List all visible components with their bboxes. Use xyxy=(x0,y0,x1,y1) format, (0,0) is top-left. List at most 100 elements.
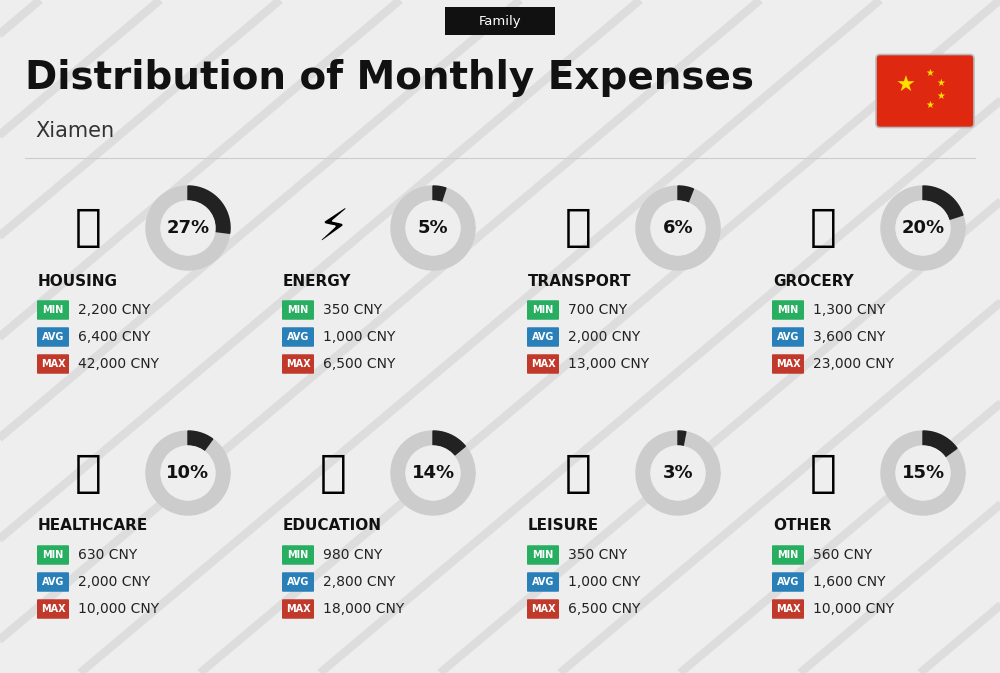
Circle shape xyxy=(161,201,215,255)
FancyBboxPatch shape xyxy=(527,354,559,374)
FancyBboxPatch shape xyxy=(527,327,559,347)
Text: 2,000 CNY: 2,000 CNY xyxy=(78,575,150,589)
Circle shape xyxy=(406,446,460,500)
Text: 15%: 15% xyxy=(901,464,945,482)
Text: 700 CNY: 700 CNY xyxy=(568,303,627,317)
Text: MIN: MIN xyxy=(532,550,554,560)
Polygon shape xyxy=(923,186,963,219)
FancyBboxPatch shape xyxy=(527,572,559,592)
Polygon shape xyxy=(433,186,446,201)
FancyBboxPatch shape xyxy=(282,545,314,565)
Text: 20%: 20% xyxy=(901,219,945,237)
Text: 6,500 CNY: 6,500 CNY xyxy=(568,602,640,616)
Text: 42,000 CNY: 42,000 CNY xyxy=(78,357,159,371)
FancyBboxPatch shape xyxy=(772,327,804,347)
Text: MAX: MAX xyxy=(531,359,555,369)
Text: 1,300 CNY: 1,300 CNY xyxy=(813,303,885,317)
Text: ★: ★ xyxy=(937,77,946,87)
Text: HOUSING: HOUSING xyxy=(38,273,118,289)
FancyBboxPatch shape xyxy=(37,327,69,347)
Text: 10,000 CNY: 10,000 CNY xyxy=(813,602,894,616)
Text: AVG: AVG xyxy=(532,332,554,342)
Text: 🛒: 🛒 xyxy=(810,207,836,250)
Polygon shape xyxy=(188,186,230,234)
Text: MAX: MAX xyxy=(776,604,800,614)
Circle shape xyxy=(651,446,705,500)
Text: 2,000 CNY: 2,000 CNY xyxy=(568,330,640,344)
Text: MIN: MIN xyxy=(777,550,799,560)
Text: 1,000 CNY: 1,000 CNY xyxy=(323,330,395,344)
Text: 27%: 27% xyxy=(166,219,210,237)
Text: 14%: 14% xyxy=(411,464,455,482)
Polygon shape xyxy=(678,186,693,202)
Text: TRANSPORT: TRANSPORT xyxy=(528,273,632,289)
FancyBboxPatch shape xyxy=(772,545,804,565)
FancyBboxPatch shape xyxy=(772,599,804,618)
Text: 23,000 CNY: 23,000 CNY xyxy=(813,357,894,371)
Polygon shape xyxy=(433,431,465,455)
Text: 10%: 10% xyxy=(166,464,210,482)
Text: 630 CNY: 630 CNY xyxy=(78,548,137,562)
Text: 10,000 CNY: 10,000 CNY xyxy=(78,602,159,616)
Text: MAX: MAX xyxy=(286,359,310,369)
Polygon shape xyxy=(636,186,720,270)
Text: 980 CNY: 980 CNY xyxy=(323,548,382,562)
Text: 🏢: 🏢 xyxy=(75,207,101,250)
Text: AVG: AVG xyxy=(532,577,554,587)
Polygon shape xyxy=(146,186,230,270)
Text: 18,000 CNY: 18,000 CNY xyxy=(323,602,404,616)
Circle shape xyxy=(896,446,950,500)
Text: 1,600 CNY: 1,600 CNY xyxy=(813,575,886,589)
Polygon shape xyxy=(188,431,213,450)
Text: MIN: MIN xyxy=(42,305,64,315)
Text: 2,800 CNY: 2,800 CNY xyxy=(323,575,395,589)
FancyBboxPatch shape xyxy=(527,300,559,320)
Polygon shape xyxy=(881,431,965,515)
FancyBboxPatch shape xyxy=(37,572,69,592)
Text: MIN: MIN xyxy=(532,305,554,315)
Text: AVG: AVG xyxy=(287,577,309,587)
Polygon shape xyxy=(391,186,475,270)
FancyBboxPatch shape xyxy=(527,599,559,618)
Circle shape xyxy=(406,201,460,255)
Text: AVG: AVG xyxy=(777,577,799,587)
Text: 5%: 5% xyxy=(418,219,448,237)
Text: AVG: AVG xyxy=(287,332,309,342)
Text: AVG: AVG xyxy=(42,332,64,342)
Text: MIN: MIN xyxy=(777,305,799,315)
Polygon shape xyxy=(391,431,475,515)
Text: 3%: 3% xyxy=(663,464,693,482)
Text: 3,600 CNY: 3,600 CNY xyxy=(813,330,885,344)
FancyBboxPatch shape xyxy=(527,545,559,565)
Text: MAX: MAX xyxy=(286,604,310,614)
Text: 6,400 CNY: 6,400 CNY xyxy=(78,330,150,344)
Text: Family: Family xyxy=(479,15,521,28)
Text: ★: ★ xyxy=(937,92,946,101)
Text: 👛: 👛 xyxy=(810,452,836,495)
Text: MIN: MIN xyxy=(287,550,309,560)
FancyBboxPatch shape xyxy=(876,55,974,127)
FancyBboxPatch shape xyxy=(37,354,69,374)
Text: 🏥: 🏥 xyxy=(75,452,101,495)
Text: 13,000 CNY: 13,000 CNY xyxy=(568,357,649,371)
FancyBboxPatch shape xyxy=(445,7,555,35)
Text: GROCERY: GROCERY xyxy=(773,273,854,289)
Text: 6%: 6% xyxy=(663,219,693,237)
Polygon shape xyxy=(146,431,230,515)
Text: 🎓: 🎓 xyxy=(320,452,346,495)
FancyBboxPatch shape xyxy=(282,354,314,374)
Polygon shape xyxy=(636,431,720,515)
Polygon shape xyxy=(678,431,686,446)
FancyBboxPatch shape xyxy=(37,300,69,320)
Text: 1,000 CNY: 1,000 CNY xyxy=(568,575,640,589)
FancyBboxPatch shape xyxy=(772,300,804,320)
Text: 🚌: 🚌 xyxy=(565,207,591,250)
Text: AVG: AVG xyxy=(777,332,799,342)
Text: MAX: MAX xyxy=(776,359,800,369)
Text: 🛍: 🛍 xyxy=(565,452,591,495)
Text: AVG: AVG xyxy=(42,577,64,587)
Text: MAX: MAX xyxy=(531,604,555,614)
Text: MAX: MAX xyxy=(41,359,65,369)
Text: 350 CNY: 350 CNY xyxy=(323,303,382,317)
Text: EDUCATION: EDUCATION xyxy=(283,518,382,534)
